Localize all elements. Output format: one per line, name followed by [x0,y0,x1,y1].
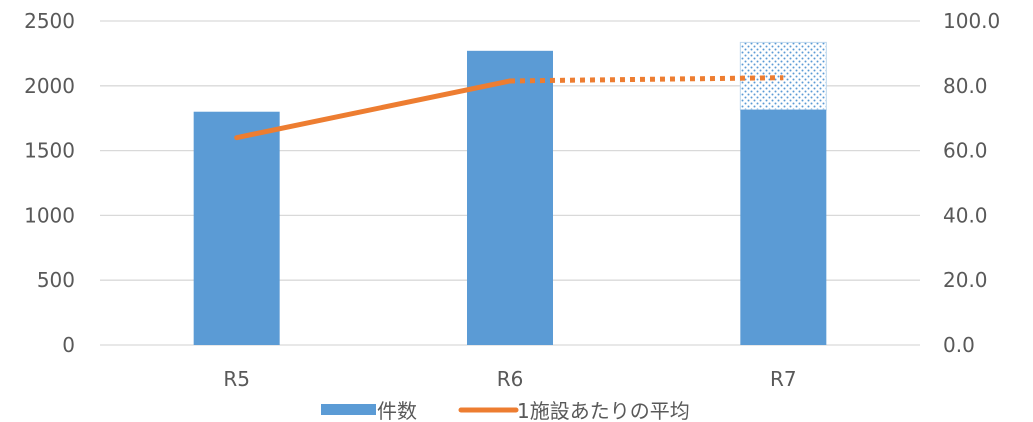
line-segment-dashed [509,75,784,84]
x-tick-label: R7 [770,367,797,391]
y-tick-label-right: 40.0 [943,203,988,227]
legend-swatch-bar [321,404,376,415]
legend: 件数 1施設あたりの平均 [321,399,690,422]
legend-label-bar: 件数 [377,399,417,422]
y-tick-label-right: 20.0 [943,268,988,292]
y-tick-label-left: 2000 [24,74,75,98]
bars [193,41,827,346]
y-tick-label-left: 1000 [24,203,75,227]
y-axis-left: 0 500 1000 1500 2000 2500 [24,9,75,357]
y-tick-label-right: 60.0 [943,139,988,163]
y-tick-label-left: 500 [37,268,75,292]
bar [467,50,553,346]
average-line [234,75,784,141]
y-axis-right: 0.0 20.0 40.0 60.0 80.0 100.0 [943,9,1000,357]
x-tick-label: R6 [497,367,524,391]
legend-label-line: 1施設あたりの平均 [517,399,690,422]
x-tick-label: R5 [223,367,250,391]
y-tick-label-right: 80.0 [943,74,988,98]
y-tick-label-left: 1500 [24,139,75,163]
y-tick-label-left: 0 [62,333,75,357]
y-tick-label-right: 0.0 [943,333,975,357]
bar [740,109,827,345]
bar [193,111,280,345]
y-tick-label-left: 2500 [24,9,75,33]
x-axis: R5 R6 R7 [223,367,796,391]
y-tick-label-right: 100.0 [943,9,1000,33]
line-segment [234,78,513,141]
